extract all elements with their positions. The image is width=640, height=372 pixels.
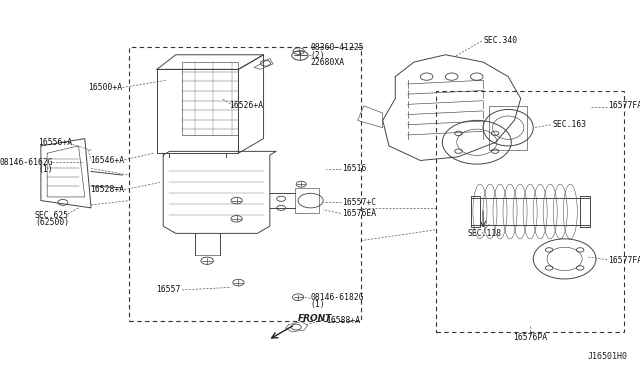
Text: 08360-41225: 08360-41225 (310, 43, 364, 52)
Text: 16576PA: 16576PA (513, 333, 547, 342)
Text: 22680XA: 22680XA (310, 58, 345, 67)
Text: 16556+A: 16556+A (38, 138, 72, 147)
Text: FRONT: FRONT (298, 314, 332, 323)
Bar (157, 69, 239, 153)
Bar (436, 91, 624, 332)
Text: 16516: 16516 (342, 164, 366, 173)
Text: J16501H0: J16501H0 (588, 352, 627, 361)
Text: (1): (1) (39, 165, 54, 174)
Text: 16557+C: 16557+C (342, 198, 376, 207)
Text: 16576EA: 16576EA (342, 209, 376, 218)
Text: SEC.340: SEC.340 (483, 36, 517, 45)
Text: SEC.118: SEC.118 (467, 229, 502, 238)
Text: 16528+A: 16528+A (90, 185, 124, 194)
Bar (182, 62, 239, 135)
Text: 08146-6182G: 08146-6182G (310, 293, 364, 302)
Text: SEC.163: SEC.163 (552, 119, 586, 128)
Text: 16577FA: 16577FA (609, 101, 640, 110)
Bar (580, 196, 589, 227)
Text: 16577FA: 16577FA (609, 256, 640, 265)
Bar (129, 48, 361, 321)
Text: 16546+A: 16546+A (90, 156, 124, 165)
Text: 16588+A: 16588+A (326, 317, 360, 326)
Bar (295, 188, 319, 214)
Text: SEC.625: SEC.625 (35, 211, 69, 219)
Text: 16557: 16557 (156, 285, 180, 294)
Text: 16526+A: 16526+A (229, 101, 263, 110)
Text: 08146-6162G: 08146-6162G (0, 158, 54, 167)
Text: 16500+A: 16500+A (88, 83, 122, 92)
Text: (2): (2) (310, 51, 325, 60)
Bar (470, 196, 480, 227)
Bar (490, 106, 527, 150)
Text: (1): (1) (310, 300, 325, 309)
Text: (62500): (62500) (35, 218, 69, 227)
